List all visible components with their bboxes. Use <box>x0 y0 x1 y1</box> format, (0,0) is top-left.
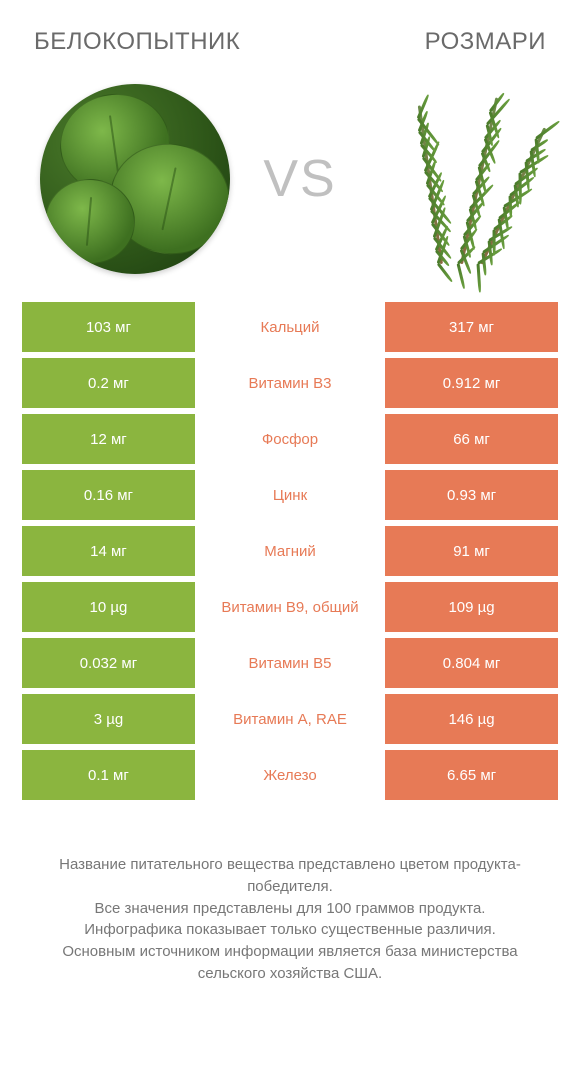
right-value-cell: 6.65 мг <box>385 750 558 800</box>
comparison-table: 103 мгКальций317 мг 0.2 мгВитамин B30.912… <box>0 302 580 806</box>
right-product-title: РОЗМАРИ <box>425 28 546 56</box>
nutrient-label-cell: Железо <box>195 750 385 800</box>
rosemary-needle <box>492 229 495 255</box>
vs-label: VS <box>263 149 336 209</box>
right-value-cell: 66 мг <box>385 414 558 464</box>
nutrient-label-cell: Цинк <box>195 470 385 520</box>
table-row: 12 мгФосфор66 мг <box>22 414 558 464</box>
left-value-cell: 0.16 мг <box>22 470 195 520</box>
left-value-cell: 10 µg <box>22 582 195 632</box>
nutrient-label-cell: Магний <box>195 526 385 576</box>
table-row: 14 мгМагний91 мг <box>22 526 558 576</box>
table-row: 0.1 мгЖелезо6.65 мг <box>22 750 558 800</box>
right-value-cell: 0.93 мг <box>385 470 558 520</box>
nutrient-label-cell: Кальций <box>195 302 385 352</box>
left-value-cell: 0.032 мг <box>22 638 195 688</box>
table-row: 0.2 мгВитамин B30.912 мг <box>22 358 558 408</box>
right-value-cell: 109 µg <box>385 582 558 632</box>
left-product-title: БЕЛОКОПЫТНИК <box>34 28 240 56</box>
left-product-image <box>40 84 230 274</box>
nutrient-label-cell: Витамин B3 <box>195 358 385 408</box>
left-value-cell: 0.1 мг <box>22 750 195 800</box>
table-row: 10 µgВитамин B9, общий109 µg <box>22 582 558 632</box>
nutrient-label-cell: Витамин A, RAE <box>195 694 385 744</box>
left-value-cell: 12 мг <box>22 414 195 464</box>
right-value-cell: 146 µg <box>385 694 558 744</box>
table-row: 0.032 мгВитамин B50.804 мг <box>22 638 558 688</box>
product-images-row: VS <box>0 66 580 302</box>
rosemary-needle <box>437 263 454 283</box>
left-value-cell: 103 мг <box>22 302 195 352</box>
table-row: 0.16 мгЦинк0.93 мг <box>22 470 558 520</box>
rosemary-needle <box>477 263 482 292</box>
footer-line-4: Основным источником информации является … <box>28 941 552 985</box>
nutrient-label-cell: Фосфор <box>195 414 385 464</box>
footer-line-3: Инфографика показывает только существенн… <box>28 919 552 941</box>
rosemary-needle <box>535 120 560 140</box>
rosemary-needle <box>508 195 512 217</box>
nutrient-label-cell: Витамин B9, общий <box>195 582 385 632</box>
left-value-cell: 3 µg <box>22 694 195 744</box>
table-row: 103 мгКальций317 мг <box>22 302 558 352</box>
infographic-header: БЕЛОКОПЫТНИК РОЗМАРИ <box>0 0 580 66</box>
left-value-cell: 0.2 мг <box>22 358 195 408</box>
footer-line-2: Все значения представлены для 100 граммо… <box>28 898 552 920</box>
right-value-cell: 91 мг <box>385 526 558 576</box>
right-value-cell: 0.912 мг <box>385 358 558 408</box>
footer-line-1: Название питательного вещества представл… <box>28 854 552 898</box>
right-value-cell: 317 мг <box>385 302 558 352</box>
right-product-image <box>370 84 540 274</box>
left-value-cell: 14 мг <box>22 526 195 576</box>
footer-notes: Название питательного вещества представл… <box>0 806 580 985</box>
right-value-cell: 0.804 мг <box>385 638 558 688</box>
table-row: 3 µgВитамин A, RAE146 µg <box>22 694 558 744</box>
nutrient-label-cell: Витамин B5 <box>195 638 385 688</box>
rosemary-needle <box>457 263 466 289</box>
